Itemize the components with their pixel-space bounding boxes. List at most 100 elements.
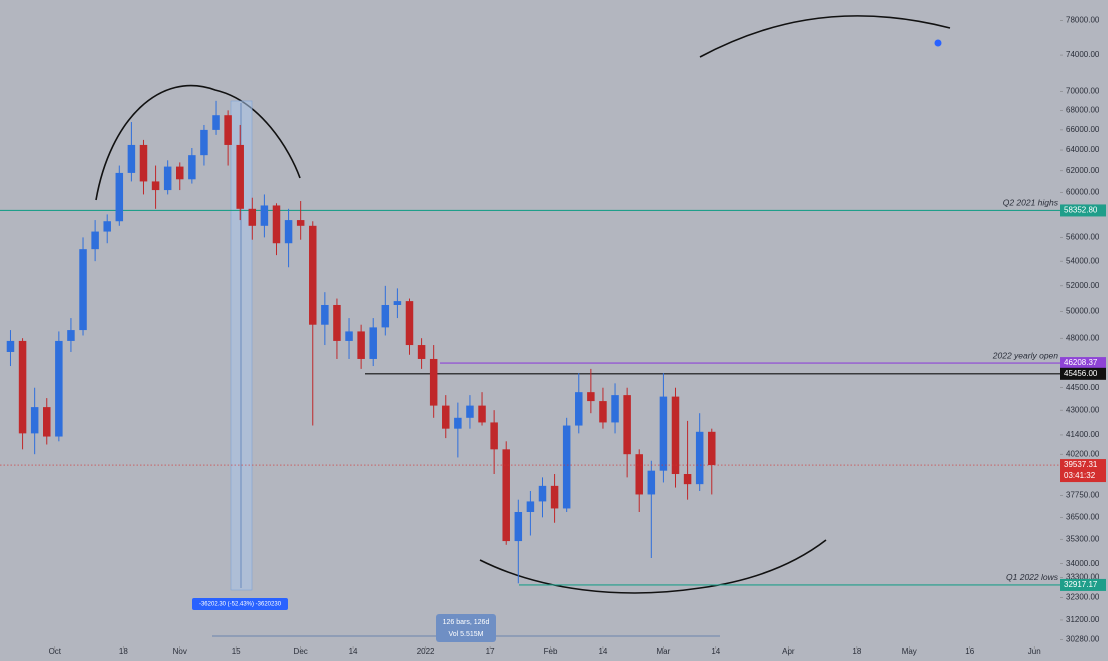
candle-body — [442, 405, 450, 429]
drawn-arc — [479, 539, 827, 594]
candle-body — [611, 395, 619, 423]
candle-body — [55, 340, 63, 437]
y-tick-label: 60000.00 — [1066, 187, 1100, 196]
candle-body — [103, 221, 111, 232]
candle-body — [454, 417, 462, 429]
candle-body — [18, 340, 27, 434]
x-tick-label: 14 — [349, 647, 358, 656]
y-tick-label: 35300.00 — [1066, 534, 1100, 543]
candle-body — [671, 396, 680, 475]
candle-body — [526, 501, 535, 512]
y-tick-label: 70000.00 — [1066, 87, 1100, 96]
candle-body — [224, 115, 232, 145]
candle-body — [466, 405, 474, 418]
last-price: 39537.31 — [1064, 460, 1098, 469]
y-tick-label: 48000.00 — [1066, 333, 1100, 342]
y-tick-label: 31200.00 — [1066, 615, 1100, 624]
candle-body — [708, 431, 716, 466]
y-tick-label: 40200.00 — [1066, 449, 1100, 458]
alert-icon[interactable] — [934, 39, 942, 47]
candle-body — [139, 144, 148, 182]
candle-body — [683, 474, 692, 485]
measure-label: -36202.30 (-52.43%) -3620230 — [199, 602, 282, 608]
candle-body — [381, 304, 390, 328]
y-tick-label: 41400.00 — [1066, 430, 1100, 439]
candle-body — [30, 407, 39, 434]
countdown: 03:41:32 — [1064, 471, 1096, 480]
candle-body — [284, 220, 293, 244]
candle-body — [260, 205, 269, 226]
candle-body — [212, 115, 220, 130]
candle-body — [321, 304, 329, 325]
x-tick-label: 2022 — [417, 647, 435, 656]
candle-body — [236, 144, 244, 209]
candle-body — [405, 301, 414, 346]
measure-label-box — [192, 598, 288, 610]
x-tick-label: Apr — [782, 647, 795, 656]
candle-body — [647, 470, 656, 495]
candle-body — [538, 485, 547, 502]
candle-body — [163, 166, 172, 191]
y-tick-label: 50000.00 — [1066, 307, 1100, 316]
x-tick-label: May — [902, 647, 917, 656]
y-tick-label: 66000.00 — [1066, 125, 1100, 134]
candle-body — [115, 172, 124, 222]
y-tick-label: 52000.00 — [1066, 281, 1100, 290]
candle-body — [357, 331, 365, 359]
candle-body — [272, 205, 281, 244]
candle-body — [695, 431, 704, 485]
y-tick-label: 74000.00 — [1066, 50, 1100, 59]
level-price-box — [1060, 578, 1106, 591]
x-tick-label: 14 — [711, 647, 720, 656]
candle-body — [188, 155, 196, 180]
candle-body — [176, 166, 184, 180]
y-tick-label: 32300.00 — [1066, 592, 1100, 601]
candle-body — [309, 225, 317, 325]
y-tick-label: 64000.00 — [1066, 145, 1100, 154]
candle-body — [369, 327, 377, 359]
y-tick-label: 33300.00 — [1066, 572, 1100, 581]
candle-body — [248, 208, 257, 226]
candle-body — [514, 511, 523, 542]
candle-body — [67, 330, 75, 341]
candle-body — [659, 396, 668, 471]
candle-body — [393, 301, 402, 305]
x-tick-label: 15 — [232, 647, 241, 656]
y-tick-label: 62000.00 — [1066, 166, 1100, 175]
candle-body — [296, 220, 305, 226]
x-tick-label: Oct — [49, 647, 62, 656]
candle-body — [635, 454, 643, 495]
level-price: 32917.17 — [1064, 580, 1098, 589]
range-label: 126 bars, 126d — [443, 619, 490, 626]
x-tick-label: Jun — [1028, 647, 1041, 656]
level-price-box — [1060, 357, 1106, 370]
level-price-box — [1060, 204, 1106, 217]
candle-body — [417, 345, 426, 359]
candle-body — [429, 358, 438, 406]
y-tick-label: 54000.00 — [1066, 256, 1100, 265]
x-tick-label: Dec — [294, 647, 308, 656]
level-price: 45456.00 — [1064, 369, 1098, 378]
range-label-box — [436, 614, 496, 642]
x-tick-label: Nov — [173, 647, 187, 656]
y-tick-label: 78000.00 — [1066, 16, 1100, 25]
drawn-arc — [95, 84, 301, 201]
x-tick-label: 18 — [119, 647, 128, 656]
x-tick-label: Mar — [657, 647, 671, 656]
y-tick-label: 44500.00 — [1066, 383, 1100, 392]
candle-body — [151, 181, 160, 191]
level-name: Q2 2021 highs — [1003, 198, 1059, 208]
x-tick-label: 14 — [598, 647, 607, 656]
y-tick-label: 68000.00 — [1066, 105, 1100, 114]
candle-body — [345, 331, 353, 341]
level-price: 58352.80 — [1064, 206, 1098, 215]
level-price-box — [1060, 367, 1106, 380]
candle-body — [6, 340, 15, 352]
candle-body — [478, 405, 486, 423]
range-label: Vol 5.515M — [448, 631, 483, 638]
y-tick-label: 37750.00 — [1066, 490, 1100, 499]
measure-box — [230, 100, 253, 591]
x-tick-label: Feb — [544, 647, 558, 656]
candle-body — [599, 401, 607, 423]
